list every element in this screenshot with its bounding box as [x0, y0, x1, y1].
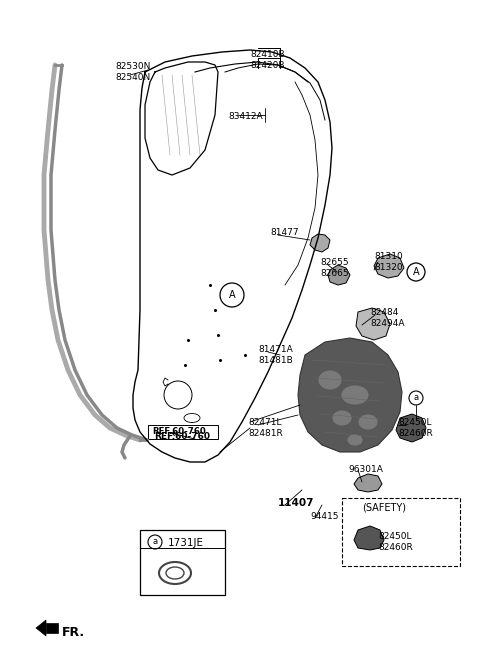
Text: 82450L
82460R: 82450L 82460R	[378, 532, 413, 552]
Text: 82410B
82420B: 82410B 82420B	[250, 50, 285, 70]
Bar	[342, 498, 460, 566]
Polygon shape	[46, 623, 58, 633]
Text: 96301A: 96301A	[348, 465, 383, 474]
Polygon shape	[396, 414, 426, 442]
Text: 81471A
81481B: 81471A 81481B	[258, 345, 293, 365]
Text: 82484
82494A: 82484 82494A	[370, 308, 405, 329]
Text: FR.: FR.	[62, 626, 85, 640]
Text: REF.60-760: REF.60-760	[154, 432, 210, 441]
Text: 82471L
82481R: 82471L 82481R	[248, 418, 283, 438]
Text: 82655
82665: 82655 82665	[320, 258, 348, 278]
Text: 1731JE: 1731JE	[168, 538, 204, 548]
Text: A: A	[228, 290, 235, 300]
Polygon shape	[356, 308, 390, 340]
Polygon shape	[36, 620, 46, 636]
Polygon shape	[298, 338, 402, 452]
Ellipse shape	[341, 385, 369, 405]
Polygon shape	[310, 234, 330, 252]
Text: a: a	[413, 394, 419, 403]
Polygon shape	[354, 526, 384, 550]
Text: 81477: 81477	[270, 228, 299, 237]
Polygon shape	[374, 254, 404, 278]
Text: (SAFETY): (SAFETY)	[362, 502, 406, 512]
Ellipse shape	[358, 414, 378, 430]
Bar	[148, 425, 218, 439]
Text: 11407: 11407	[278, 498, 314, 508]
Text: 82530N
82540N: 82530N 82540N	[115, 62, 150, 83]
Text: 94415: 94415	[310, 512, 338, 521]
Ellipse shape	[318, 370, 342, 390]
Ellipse shape	[347, 434, 363, 446]
Polygon shape	[354, 474, 382, 492]
Ellipse shape	[332, 410, 352, 426]
Text: A: A	[413, 267, 420, 277]
Text: REF.60-760: REF.60-760	[152, 428, 206, 436]
Text: 82450L
82460R: 82450L 82460R	[398, 418, 433, 438]
Text: a: a	[153, 537, 157, 546]
Bar	[140, 530, 225, 595]
Polygon shape	[328, 265, 350, 285]
Text: 83412A: 83412A	[228, 112, 263, 121]
Text: 81310
81320: 81310 81320	[374, 252, 403, 272]
